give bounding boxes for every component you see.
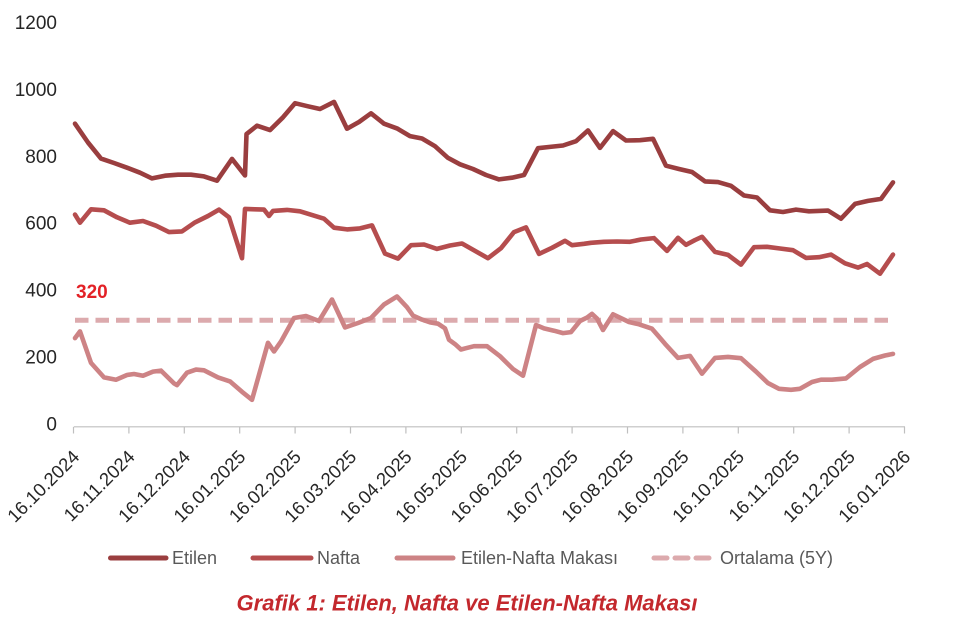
svg-text:Etilen: Etilen — [172, 548, 217, 568]
svg-text:600: 600 — [25, 214, 57, 235]
svg-text:Nafta: Nafta — [317, 548, 361, 568]
svg-text:Ortalama (5Y): Ortalama (5Y) — [720, 548, 833, 568]
svg-text:Etilen-Nafta Makası: Etilen-Nafta Makası — [461, 548, 618, 568]
svg-text:1200: 1200 — [15, 13, 57, 34]
svg-text:320: 320 — [76, 282, 108, 303]
svg-text:400: 400 — [25, 281, 57, 302]
svg-text:200: 200 — [25, 348, 57, 369]
svg-text:0: 0 — [46, 415, 57, 436]
svg-text:1000: 1000 — [15, 80, 57, 101]
svg-text:800: 800 — [25, 147, 57, 168]
svg-text:Grafik 1: Etilen, Nafta ve Eti: Grafik 1: Etilen, Nafta ve Etilen-Nafta … — [237, 591, 698, 616]
